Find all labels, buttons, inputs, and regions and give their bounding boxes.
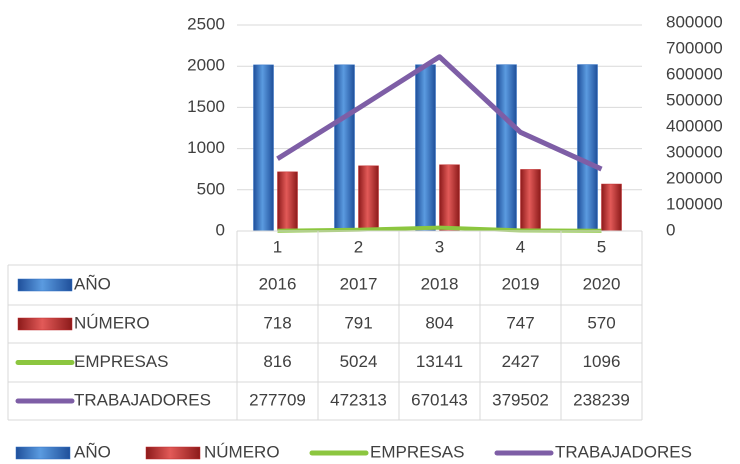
table-series-name: EMPRESAS — [74, 352, 168, 371]
table-cell: 816 — [263, 352, 291, 371]
y2-tick-label: 600000 — [666, 64, 723, 83]
table-cell: 379502 — [492, 390, 549, 409]
table-legend-key — [17, 317, 73, 331]
y2-tick-label: 800000 — [666, 12, 723, 31]
table-cell: 238239 — [573, 390, 630, 409]
x-tick-label: 1 — [273, 237, 282, 256]
table-series-name: NÚMERO — [74, 313, 150, 332]
table-series-name: AÑO — [74, 274, 111, 293]
y2-tick-label: 100000 — [666, 194, 723, 213]
y2-tick-label: 500000 — [666, 90, 723, 109]
bar — [601, 183, 622, 232]
bar — [496, 64, 517, 232]
table-cell: 791 — [344, 313, 372, 332]
bar — [277, 171, 298, 232]
y2-tick-label: 300000 — [666, 142, 723, 161]
table-cell: 2019 — [502, 274, 540, 293]
legend-label: NÚMERO — [204, 442, 280, 461]
table-cell: 2020 — [583, 274, 621, 293]
bar — [577, 64, 598, 232]
table-legend-key — [17, 278, 73, 292]
bar — [358, 165, 379, 232]
table-cell: 1096 — [583, 352, 621, 371]
table-cell: 2018 — [421, 274, 459, 293]
table-cell: 804 — [425, 313, 453, 332]
bar — [415, 64, 436, 232]
legend-label: AÑO — [74, 442, 111, 461]
x-tick-label: 4 — [516, 237, 525, 256]
y2-tick-label: 400000 — [666, 116, 723, 135]
table-cell: 5024 — [340, 352, 378, 371]
y-tick-label: 2500 — [187, 14, 225, 33]
y-tick-label: 500 — [197, 179, 225, 198]
y-tick-label: 2000 — [187, 56, 225, 75]
table-cell: 277709 — [249, 390, 306, 409]
legend-key — [145, 446, 201, 460]
x-tick-label: 2 — [354, 237, 363, 256]
line — [277, 225, 602, 233]
line — [276, 54, 603, 172]
legend-label: EMPRESAS — [370, 442, 464, 461]
table-cell: 570 — [587, 313, 615, 332]
table-series-name: TRABAJADORES — [74, 390, 211, 409]
table-cell: 2017 — [340, 274, 378, 293]
bar — [520, 169, 541, 232]
table-cell: 2016 — [259, 274, 297, 293]
y2-tick-label: 200000 — [666, 168, 723, 187]
table-cell: 13141 — [416, 352, 463, 371]
y2-tick-label: 700000 — [666, 38, 723, 57]
legend-key — [15, 446, 71, 460]
y2-tick-label: 0 — [666, 220, 675, 239]
y-tick-label: 1000 — [187, 138, 225, 157]
table-cell: 747 — [506, 313, 534, 332]
table-cell: 472313 — [330, 390, 387, 409]
bar — [253, 64, 274, 232]
table-cell: 2427 — [502, 352, 540, 371]
x-tick-label: 3 — [435, 237, 444, 256]
bar — [334, 64, 355, 232]
y-tick-label: 0 — [216, 220, 225, 239]
bar — [439, 164, 460, 232]
y-tick-label: 1500 — [187, 97, 225, 116]
table-cell: 718 — [263, 313, 291, 332]
legend-label: TRABAJADORES — [555, 442, 692, 461]
x-tick-label: 5 — [597, 237, 606, 256]
table-cell: 670143 — [411, 390, 468, 409]
